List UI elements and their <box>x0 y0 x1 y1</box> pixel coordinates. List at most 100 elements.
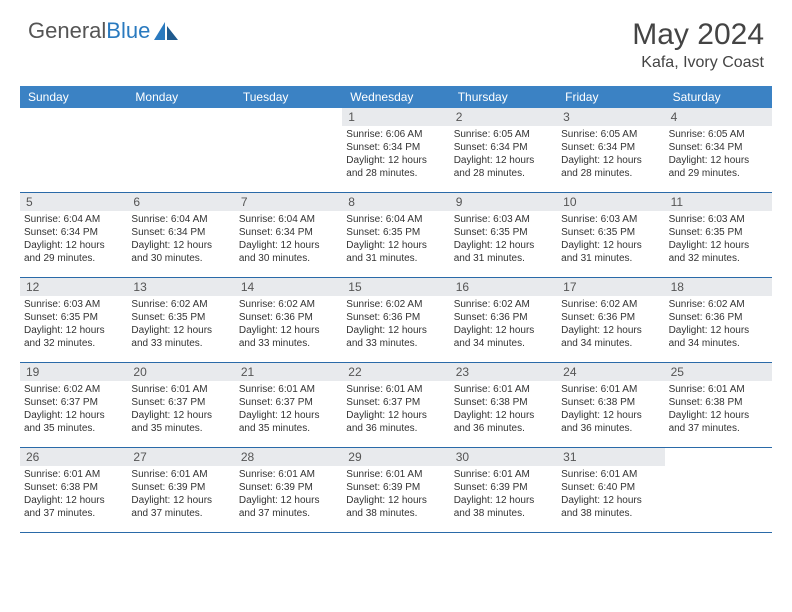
day-body: Sunrise: 6:01 AMSunset: 6:38 PMDaylight:… <box>557 381 664 439</box>
day-line: Sunrise: 6:05 AM <box>454 128 553 141</box>
day-body: Sunrise: 6:01 AMSunset: 6:39 PMDaylight:… <box>342 466 449 524</box>
day-line: Sunrise: 6:02 AM <box>131 298 230 311</box>
day-line: Sunset: 6:34 PM <box>346 141 445 154</box>
day-number: 31 <box>557 448 664 466</box>
day-line: Sunset: 6:39 PM <box>239 481 338 494</box>
day-line: and 31 minutes. <box>346 252 445 265</box>
day-line: and 36 minutes. <box>346 422 445 435</box>
day-body: Sunrise: 6:04 AMSunset: 6:34 PMDaylight:… <box>20 211 127 269</box>
day-line: and 35 minutes. <box>131 422 230 435</box>
day-number: 26 <box>20 448 127 466</box>
day-number: 7 <box>235 193 342 211</box>
day-line: Daylight: 12 hours <box>239 409 338 422</box>
day-cell <box>235 108 342 192</box>
day-line: Sunset: 6:35 PM <box>346 226 445 239</box>
day-cell: 31Sunrise: 6:01 AMSunset: 6:40 PMDayligh… <box>557 448 664 532</box>
day-line: and 34 minutes. <box>669 337 768 350</box>
day-line: and 32 minutes. <box>669 252 768 265</box>
day-line: Sunset: 6:36 PM <box>239 311 338 324</box>
day-line: Sunrise: 6:01 AM <box>346 468 445 481</box>
day-line: Sunrise: 6:04 AM <box>239 213 338 226</box>
day-number: 22 <box>342 363 449 381</box>
day-line: Sunset: 6:36 PM <box>346 311 445 324</box>
day-line: Daylight: 12 hours <box>669 409 768 422</box>
day-line: Sunrise: 6:01 AM <box>131 383 230 396</box>
day-line: and 37 minutes. <box>669 422 768 435</box>
day-line: Sunrise: 6:02 AM <box>561 298 660 311</box>
day-cell: 2Sunrise: 6:05 AMSunset: 6:34 PMDaylight… <box>450 108 557 192</box>
day-line: Daylight: 12 hours <box>239 494 338 507</box>
day-line: and 37 minutes. <box>131 507 230 520</box>
day-cell: 18Sunrise: 6:02 AMSunset: 6:36 PMDayligh… <box>665 278 772 362</box>
day-line: Daylight: 12 hours <box>239 239 338 252</box>
day-line: Sunrise: 6:01 AM <box>561 468 660 481</box>
day-line: and 34 minutes. <box>454 337 553 350</box>
day-line: Daylight: 12 hours <box>561 324 660 337</box>
day-cell: 27Sunrise: 6:01 AMSunset: 6:39 PMDayligh… <box>127 448 234 532</box>
day-body: Sunrise: 6:01 AMSunset: 6:38 PMDaylight:… <box>665 381 772 439</box>
day-number: 4 <box>665 108 772 126</box>
day-body: Sunrise: 6:02 AMSunset: 6:36 PMDaylight:… <box>450 296 557 354</box>
day-line: Sunset: 6:39 PM <box>131 481 230 494</box>
day-line: Sunset: 6:38 PM <box>24 481 123 494</box>
day-body <box>20 126 127 132</box>
day-body: Sunrise: 6:02 AMSunset: 6:36 PMDaylight:… <box>235 296 342 354</box>
day-line: Daylight: 12 hours <box>346 239 445 252</box>
day-line: Sunrise: 6:05 AM <box>561 128 660 141</box>
day-body: Sunrise: 6:02 AMSunset: 6:35 PMDaylight:… <box>127 296 234 354</box>
day-cell: 21Sunrise: 6:01 AMSunset: 6:37 PMDayligh… <box>235 363 342 447</box>
day-number: 1 <box>342 108 449 126</box>
day-number: 2 <box>450 108 557 126</box>
day-line: and 31 minutes. <box>561 252 660 265</box>
day-line: Sunrise: 6:02 AM <box>346 298 445 311</box>
day-body: Sunrise: 6:05 AMSunset: 6:34 PMDaylight:… <box>665 126 772 184</box>
day-cell: 22Sunrise: 6:01 AMSunset: 6:37 PMDayligh… <box>342 363 449 447</box>
day-body: Sunrise: 6:01 AMSunset: 6:40 PMDaylight:… <box>557 466 664 524</box>
day-line: Daylight: 12 hours <box>239 324 338 337</box>
day-cell <box>665 448 772 532</box>
day-line: Sunset: 6:35 PM <box>669 226 768 239</box>
day-body: Sunrise: 6:03 AMSunset: 6:35 PMDaylight:… <box>665 211 772 269</box>
day-line: and 38 minutes. <box>561 507 660 520</box>
day-line: and 28 minutes. <box>346 167 445 180</box>
day-body: Sunrise: 6:01 AMSunset: 6:37 PMDaylight:… <box>127 381 234 439</box>
sail-icon <box>154 22 178 40</box>
day-body <box>235 126 342 132</box>
day-cell: 12Sunrise: 6:03 AMSunset: 6:35 PMDayligh… <box>20 278 127 362</box>
day-number: 27 <box>127 448 234 466</box>
day-line: Sunset: 6:36 PM <box>669 311 768 324</box>
day-line: Daylight: 12 hours <box>131 239 230 252</box>
day-number: 12 <box>20 278 127 296</box>
day-number: 20 <box>127 363 234 381</box>
title-block: May 2024 Kafa, Ivory Coast <box>632 18 764 72</box>
day-line: Sunrise: 6:06 AM <box>346 128 445 141</box>
day-line: Sunset: 6:35 PM <box>454 226 553 239</box>
day-number: 8 <box>342 193 449 211</box>
day-line: Sunrise: 6:02 AM <box>669 298 768 311</box>
day-number: 14 <box>235 278 342 296</box>
day-line: Daylight: 12 hours <box>561 239 660 252</box>
day-line: Daylight: 12 hours <box>24 324 123 337</box>
day-body: Sunrise: 6:03 AMSunset: 6:35 PMDaylight:… <box>557 211 664 269</box>
week-row: 19Sunrise: 6:02 AMSunset: 6:37 PMDayligh… <box>20 363 772 448</box>
day-cell: 26Sunrise: 6:01 AMSunset: 6:38 PMDayligh… <box>20 448 127 532</box>
day-line: and 29 minutes. <box>24 252 123 265</box>
day-line: and 34 minutes. <box>561 337 660 350</box>
day-cell: 7Sunrise: 6:04 AMSunset: 6:34 PMDaylight… <box>235 193 342 277</box>
calendar: Sunday Monday Tuesday Wednesday Thursday… <box>20 86 772 533</box>
day-body: Sunrise: 6:04 AMSunset: 6:34 PMDaylight:… <box>235 211 342 269</box>
day-body: Sunrise: 6:05 AMSunset: 6:34 PMDaylight:… <box>450 126 557 184</box>
day-body: Sunrise: 6:05 AMSunset: 6:34 PMDaylight:… <box>557 126 664 184</box>
day-line: Sunset: 6:40 PM <box>561 481 660 494</box>
day-body: Sunrise: 6:01 AMSunset: 6:39 PMDaylight:… <box>235 466 342 524</box>
day-line: Sunrise: 6:02 AM <box>24 383 123 396</box>
day-body: Sunrise: 6:03 AMSunset: 6:35 PMDaylight:… <box>20 296 127 354</box>
day-line: and 36 minutes. <box>454 422 553 435</box>
day-line: Daylight: 12 hours <box>669 154 768 167</box>
day-line: Sunrise: 6:04 AM <box>24 213 123 226</box>
day-line: Sunrise: 6:03 AM <box>669 213 768 226</box>
day-line: and 30 minutes. <box>239 252 338 265</box>
day-body: Sunrise: 6:04 AMSunset: 6:35 PMDaylight:… <box>342 211 449 269</box>
day-line: Daylight: 12 hours <box>131 409 230 422</box>
day-line: and 31 minutes. <box>454 252 553 265</box>
